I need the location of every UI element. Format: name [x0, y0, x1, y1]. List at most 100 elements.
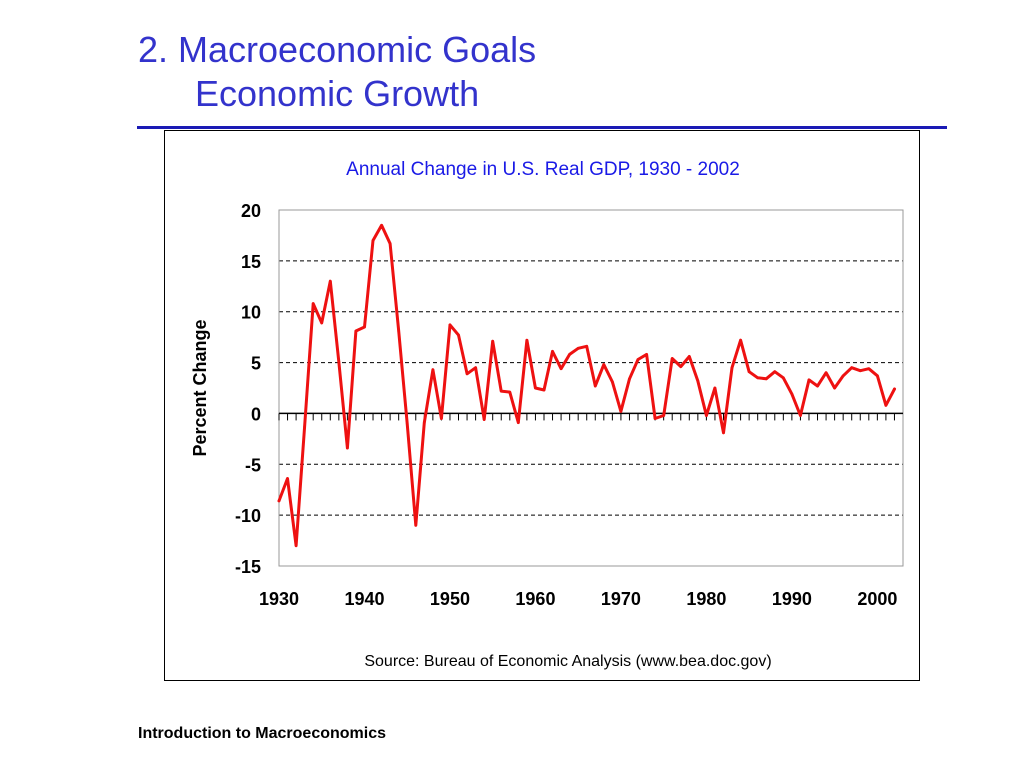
data-point	[286, 477, 289, 480]
chart-title: Annual Change in U.S. Real GDP, 1930 - 2…	[346, 159, 740, 180]
data-point	[448, 323, 452, 327]
data-point	[799, 414, 802, 417]
data-point	[551, 350, 554, 353]
data-point	[705, 414, 708, 417]
data-point	[619, 410, 623, 413]
data-point	[534, 386, 537, 390]
data-point	[311, 302, 315, 305]
data-point	[679, 365, 683, 368]
data-point	[833, 386, 836, 390]
data-point	[576, 347, 580, 350]
data-point	[739, 338, 742, 342]
data-point	[824, 371, 828, 375]
data-point	[525, 338, 529, 342]
x-tick-label: 1940	[344, 589, 384, 609]
series-layer	[277, 223, 896, 548]
data-point	[670, 357, 674, 360]
data-point	[636, 358, 640, 361]
data-point	[884, 403, 888, 407]
x-tick-label: 1980	[686, 589, 726, 609]
data-point	[320, 321, 324, 325]
data-point	[363, 325, 366, 329]
slide-title: 2. Macroeconomic Goals Economic Growth	[138, 28, 536, 116]
data-point	[688, 355, 691, 358]
data-point	[482, 418, 486, 421]
x-tick-label: 1950	[430, 589, 470, 609]
data-point	[645, 353, 648, 356]
data-point	[653, 417, 657, 420]
data-point	[662, 414, 665, 417]
data-point	[328, 279, 332, 283]
data-point	[414, 524, 418, 527]
y-tick-label: -10	[235, 506, 261, 526]
data-point	[893, 387, 896, 391]
x-tick-label: 1960	[515, 589, 555, 609]
data-point	[696, 379, 700, 383]
data-point	[782, 376, 785, 380]
data-point	[405, 422, 409, 425]
data-point	[380, 223, 383, 227]
x-tick-labels: 1930 1940 1950 1960 1970 1980 1990 2000	[259, 589, 897, 609]
data-point	[542, 388, 546, 392]
data-point	[517, 421, 520, 424]
data-point	[876, 374, 879, 378]
data-point	[730, 366, 734, 369]
data-point	[713, 386, 717, 390]
data-point	[491, 339, 494, 343]
x-tick-label: 2000	[857, 589, 897, 609]
data-point	[354, 329, 358, 333]
data-point	[790, 392, 794, 396]
x-tick-label: 1970	[601, 589, 641, 609]
data-point	[858, 369, 862, 373]
data-point	[559, 367, 563, 370]
data-point	[440, 417, 443, 420]
data-point	[764, 377, 768, 381]
data-point	[457, 333, 460, 337]
data-point	[807, 378, 811, 382]
y-tick-label: 20	[241, 201, 261, 221]
data-point	[867, 367, 871, 370]
chart-source-note: Source: Bureau of Economic Analysis (www…	[364, 653, 771, 670]
chart-frame: Annual Change in U.S. Real GDP, 1930 - 2…	[164, 130, 920, 681]
slide-title-line1: 2. Macroeconomic Goals	[138, 29, 537, 70]
data-point	[474, 366, 477, 369]
y-tick-label: 5	[251, 354, 261, 374]
data-point	[346, 446, 349, 450]
gdp-line-chart: Annual Change in U.S. Real GDP, 1930 - 2…	[190, 159, 904, 670]
data-point	[465, 372, 469, 376]
y-tick-label: 15	[241, 252, 261, 272]
x-tick-label: 1990	[772, 589, 812, 609]
zero-axis	[278, 412, 903, 421]
data-point	[568, 353, 571, 356]
data-point	[508, 390, 512, 394]
y-axis-label: Percent Change	[190, 319, 210, 456]
data-point	[850, 366, 854, 369]
data-point	[294, 544, 298, 547]
data-point	[303, 425, 306, 428]
data-point	[816, 384, 819, 388]
y-tick-label: 0	[251, 404, 261, 424]
data-point	[371, 239, 375, 242]
data-point	[277, 499, 281, 503]
data-point	[423, 421, 426, 424]
data-point	[593, 384, 597, 388]
gdp-series-line	[277, 223, 896, 548]
plot-area	[278, 209, 904, 567]
data-point	[388, 242, 392, 245]
y-tick-label: -15	[235, 557, 261, 577]
slide-footer: Introduction to Macroeconomics	[138, 725, 387, 742]
data-point	[841, 374, 845, 378]
y-tick-label: -5	[245, 455, 261, 475]
data-point	[585, 344, 589, 348]
data-point	[499, 389, 503, 393]
x-tick-label: 1930	[259, 589, 299, 609]
data-point	[337, 360, 341, 363]
data-point	[747, 370, 751, 374]
data-point	[628, 377, 631, 381]
y-tick-labels: 20 15 10 5 0 -5 -10 -15	[235, 201, 261, 577]
data-point	[397, 329, 400, 333]
data-point	[773, 370, 777, 374]
slide-title-line2: Economic Growth	[195, 73, 480, 114]
data-point	[722, 431, 725, 435]
gridlines	[279, 260, 903, 516]
